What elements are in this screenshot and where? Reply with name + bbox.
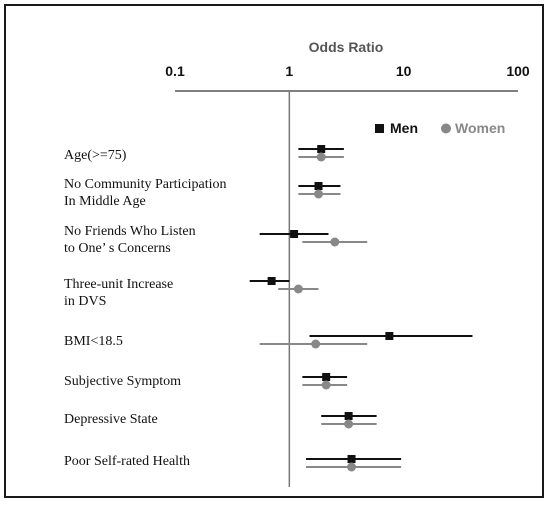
category-labels: Age(>=75) No Community Participation In Mi… xyxy=(64,148,227,469)
axis-title: Odds Ratio xyxy=(309,39,384,55)
x-tick-label: 10 xyxy=(396,63,412,79)
point-women xyxy=(321,380,331,390)
x-axis: 0.1 1 10 100 xyxy=(165,63,530,487)
point-men xyxy=(267,277,276,285)
chart-frame xyxy=(4,4,544,498)
category-label: BMI<18.5 xyxy=(64,334,123,349)
point-women xyxy=(316,152,326,162)
point-women xyxy=(344,419,354,429)
category-label: In Middle Age xyxy=(64,194,146,209)
category-label: to One’ s Concerns xyxy=(64,241,171,256)
plot-marks xyxy=(249,145,473,472)
point-men xyxy=(290,230,299,238)
category-label: Subjective Symptom xyxy=(64,374,181,389)
x-tick-label: 0.1 xyxy=(165,63,185,79)
legend: Men Women xyxy=(375,120,505,136)
point-men xyxy=(385,332,394,340)
legend-marker-men xyxy=(375,124,384,133)
category-label: in DVS xyxy=(64,294,106,309)
point-women xyxy=(293,284,303,294)
point-men xyxy=(347,455,356,463)
legend-marker-women xyxy=(441,123,451,134)
category-label: Three-unit Increase xyxy=(64,277,173,292)
legend-label-women: Women xyxy=(455,120,505,136)
category-label: Depressive State xyxy=(64,412,158,427)
x-tick-label: 1 xyxy=(285,63,293,79)
point-women xyxy=(311,339,321,349)
point-men xyxy=(322,373,331,381)
point-women xyxy=(330,237,340,247)
category-label: Poor Self-rated Health xyxy=(64,454,190,469)
x-tick-label: 100 xyxy=(506,63,530,79)
point-men xyxy=(344,412,353,420)
category-label: No Community Participation xyxy=(64,177,227,192)
point-men xyxy=(317,145,326,153)
point-women xyxy=(314,189,324,199)
legend-label-men: Men xyxy=(390,120,418,136)
category-label: Age(>=75) xyxy=(64,148,127,163)
category-label: No Friends Who Listen xyxy=(64,224,196,239)
point-men xyxy=(314,182,323,190)
point-women xyxy=(347,462,357,472)
